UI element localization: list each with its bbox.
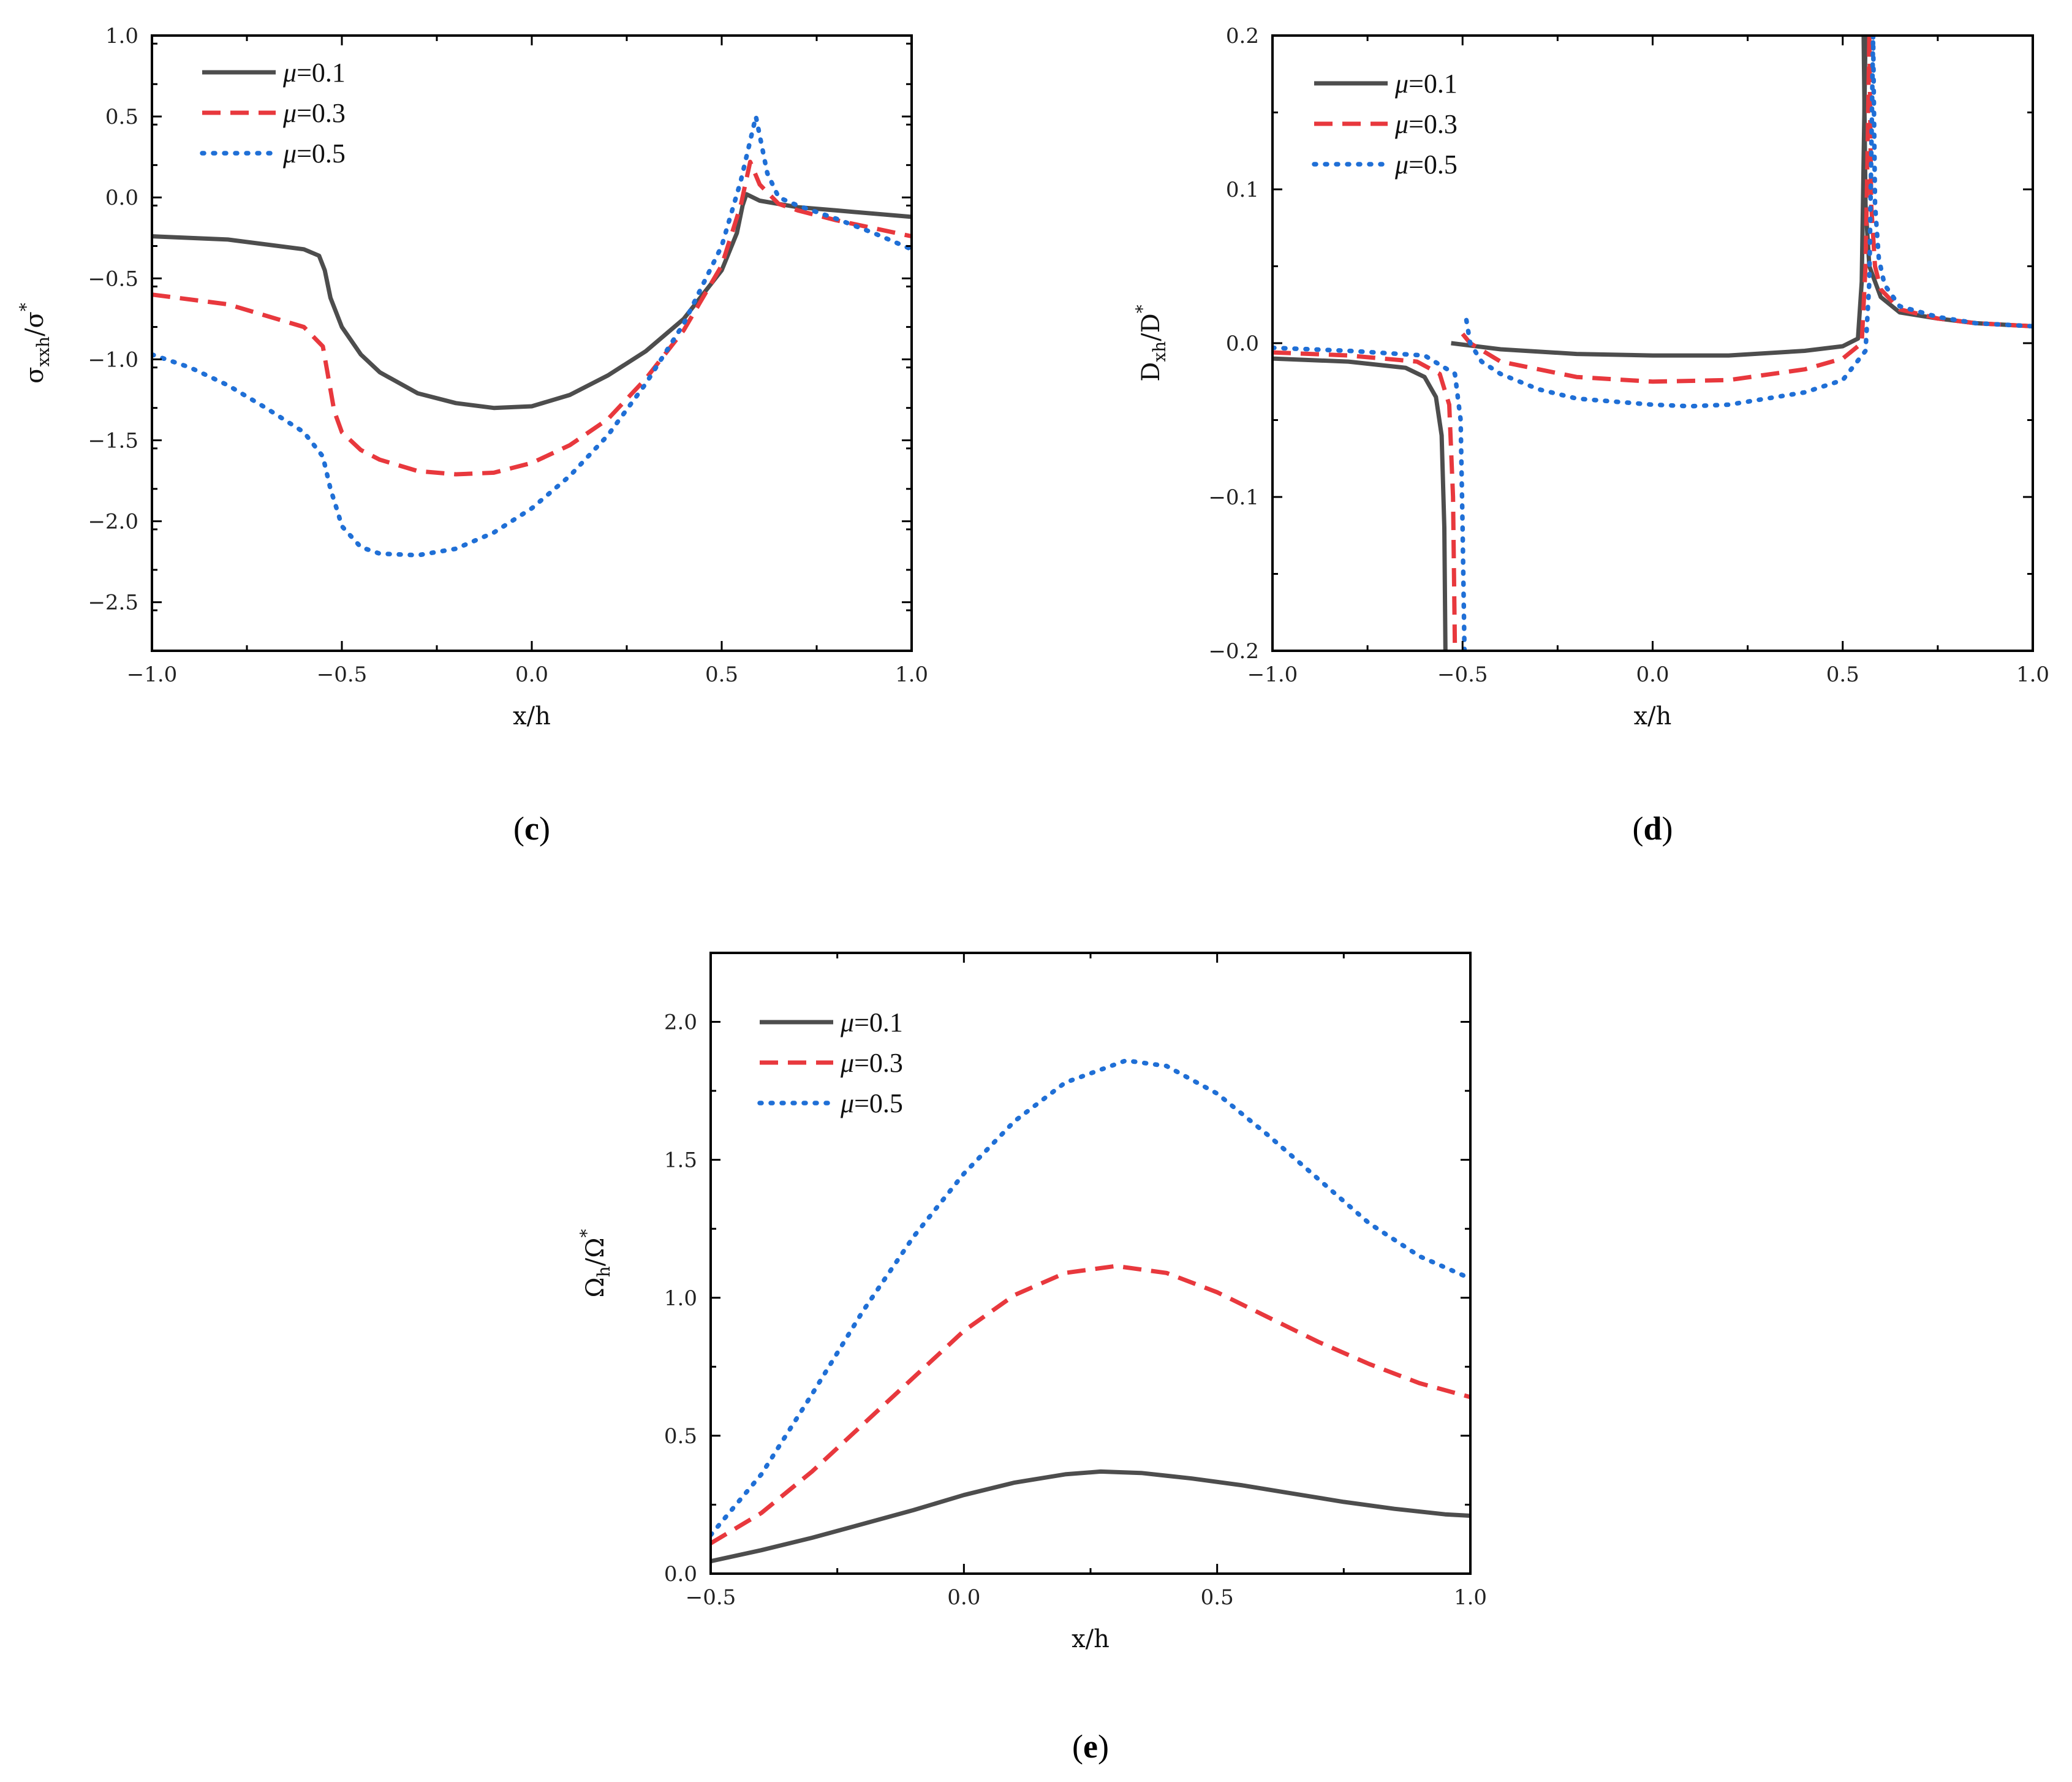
y-tick-label: 0.1 <box>1226 178 1259 202</box>
plot-frame <box>151 34 913 652</box>
x-tick-label: −0.5 <box>1437 662 1488 687</box>
series-line-mu-0-segment-1 <box>1451 36 1868 358</box>
series-line-mu-2-segment-0 <box>1272 345 1467 651</box>
legend: μ=0.1 μ=0.3 μ=0.5 <box>200 58 346 169</box>
x-tick-label: 0.0 <box>947 1585 980 1610</box>
series-line-mu-2-segment-2 <box>1870 36 2033 329</box>
legend-entry-label: μ=0.1 <box>282 58 346 88</box>
y-tick-label: 1.5 <box>664 1148 697 1173</box>
x-axis-label: x/h <box>1072 1625 1110 1653</box>
x-tick-label: 0.5 <box>705 662 738 687</box>
y-tick-label: −1.5 <box>88 429 138 453</box>
y-tick-label: 0.0 <box>1226 332 1259 356</box>
legend-entry-label: μ=0.3 <box>840 1048 903 1078</box>
x-tick-label: 0.0 <box>515 662 548 687</box>
y-tick-label: 1.0 <box>105 24 138 48</box>
x-axis-label: x/h <box>1634 702 1672 730</box>
plot-area <box>711 1058 1470 1564</box>
legend-entry-label: μ=0.3 <box>282 98 346 128</box>
series-line-mu-0 <box>711 1469 1470 1564</box>
y-tick-label: 0.0 <box>664 1562 697 1587</box>
chart-panel-c: −1.0 −0.5 0.0 0.5 1.0 1.0 0.5 0.0 −0.5 −1.0 −1.5 −2… <box>16 24 928 847</box>
chart-panel-e: −0.5 0.0 0.5 1.02.01.51.00.50.0x/hΩh/Ω*μ=0.… <box>577 952 1487 1765</box>
series-line-mu-1-segment-1 <box>1461 36 1872 384</box>
plot-area <box>1272 36 2033 651</box>
y-tick-label: −0.5 <box>88 267 138 291</box>
series-line-mu-2 <box>711 1058 1470 1537</box>
plot-frame <box>709 952 1472 1575</box>
chart-panel-d: −1.0 −0.5 0.0 0.5 1.0 0.2 0.1 0.0 −0.1 −0.2 x/h Dxh… <box>1132 24 2049 847</box>
legend-entry-label: μ=0.3 <box>1394 109 1458 139</box>
y-tick-label: −0.1 <box>1208 485 1259 510</box>
y-tick-label: 0.0 <box>105 186 138 210</box>
x-tick-label: 0.5 <box>1826 662 1859 687</box>
panel-label: (e) <box>1072 1728 1109 1765</box>
series-line-mu-1 <box>152 159 912 477</box>
y-tick-label: −2.5 <box>88 591 138 615</box>
y-axis-label: Ωh/Ω* <box>577 1229 614 1298</box>
y-tick-label: −1.0 <box>88 347 138 372</box>
legend-entry-label: μ=0.1 <box>1394 69 1458 99</box>
series-line-mu-1-segment-0 <box>1272 350 1458 651</box>
x-tick-label: −1.0 <box>1247 662 1298 687</box>
panel-label: (d) <box>1632 810 1673 847</box>
series-line-mu-1 <box>711 1264 1470 1545</box>
series-line-mu-2 <box>152 114 912 558</box>
x-tick-label: −1.0 <box>127 662 178 687</box>
legend: μ=0.1 μ=0.3 μ=0.5 <box>1312 69 1458 180</box>
panel-label: (c) <box>513 810 550 847</box>
legend-entry-label: μ=0.1 <box>840 1007 903 1037</box>
legend-entry-label: μ=0.5 <box>282 138 346 169</box>
plot-area <box>152 114 912 558</box>
y-axis-label: σxxh/σ* <box>16 303 53 384</box>
y-axis-label: Dxh/D* <box>1132 305 1170 381</box>
legend-entry-label: μ=0.5 <box>840 1088 903 1118</box>
plot-frame <box>1271 34 2034 652</box>
x-tick-label: 1.0 <box>2016 662 2049 687</box>
series-line-mu-1-segment-2 <box>1867 36 2033 328</box>
y-tick-label: −0.2 <box>1208 639 1259 664</box>
x-tick-label: −0.5 <box>686 1585 736 1610</box>
y-tick-label: 1.0 <box>664 1286 697 1311</box>
y-tick-label: 2.0 <box>664 1010 697 1035</box>
legend: μ=0.1 μ=0.3 μ=0.5 <box>757 1007 903 1118</box>
series-line-mu-0-segment-0 <box>1272 356 1448 651</box>
x-tick-label: 0.0 <box>1636 662 1669 687</box>
y-tick-label: 0.2 <box>1226 24 1259 48</box>
y-tick-label: 0.5 <box>664 1424 697 1449</box>
series-line-mu-0-segment-2 <box>1861 36 2033 328</box>
x-axis-label: x/h <box>513 702 551 730</box>
x-tick-label: −0.5 <box>317 662 368 687</box>
y-tick-label: 0.5 <box>105 105 138 129</box>
x-tick-label: 0.5 <box>1201 1585 1234 1610</box>
x-tick-label: 1.0 <box>895 662 928 687</box>
legend-entry-label: μ=0.5 <box>1394 150 1458 180</box>
series-line-mu-0 <box>152 192 912 411</box>
y-tick-label: −2.0 <box>88 510 138 534</box>
x-tick-label: 1.0 <box>1454 1585 1487 1610</box>
